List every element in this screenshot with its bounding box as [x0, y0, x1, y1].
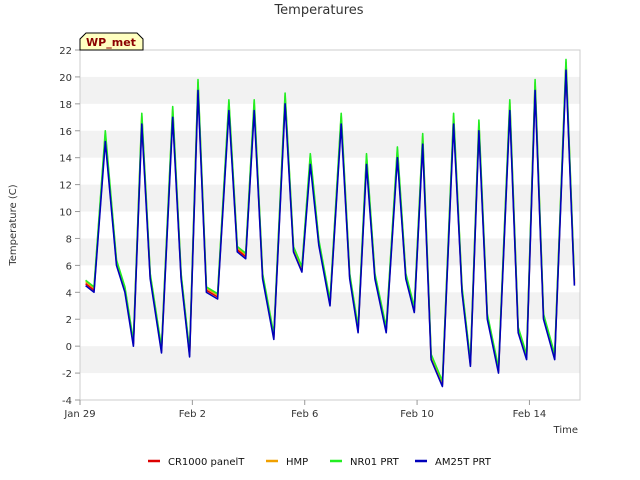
series-line-am25t-prt	[85, 69, 576, 388]
grid-bands	[80, 76, 580, 374]
station-badge-text: WP_met	[86, 36, 136, 49]
legend-label: AM25T PRT	[435, 457, 492, 468]
chart-title: Temperatures	[273, 3, 363, 18]
legend-item: AM25T PRT	[415, 457, 492, 468]
legend-label: NR01 PRT	[350, 457, 400, 468]
y-tick-label: -4	[62, 396, 72, 407]
y-axis-ticks: -4 -2 0 2 4 6 8 10 12 14 16 18 20 22	[59, 46, 80, 407]
y-tick-label: 0	[66, 342, 72, 353]
grid-band	[80, 76, 580, 104]
y-tick-label: 12	[59, 181, 72, 192]
x-tick-label: Feb 6	[291, 409, 318, 420]
y-tick-label: 22	[59, 46, 72, 57]
station-badge-shape	[79, 32, 144, 51]
legend-item: CR1000 panelT	[148, 457, 245, 468]
legend-item: NR01 PRT	[330, 457, 400, 468]
legend: CR1000 panelT HMP NR01 PRT AM25T PRT	[148, 457, 492, 468]
x-tick-label: Feb 2	[179, 409, 206, 420]
y-axis-label: Temperature (C)	[8, 184, 19, 266]
x-tick-label: Jan 29	[63, 409, 95, 420]
legend-item: HMP	[266, 457, 308, 468]
x-tick-label: Feb 14	[513, 409, 547, 420]
y-tick-label: -2	[62, 369, 72, 380]
grid-band	[80, 238, 580, 266]
y-tick-label: 8	[66, 234, 72, 245]
legend-label: HMP	[286, 457, 308, 468]
plot-frame	[79, 49, 581, 401]
grid-band	[80, 184, 580, 212]
y-tick-label: 20	[59, 73, 72, 84]
y-tick-label: 4	[66, 288, 72, 299]
grid-band	[80, 130, 580, 158]
x-tick-label: Feb 10	[400, 409, 434, 420]
y-tick-label: 16	[59, 127, 72, 138]
y-tick-label: 18	[59, 100, 72, 111]
station-badge: WP_met	[79, 32, 144, 51]
y-tick-label: 6	[66, 261, 72, 272]
series-lines	[85, 58, 576, 388]
legend-label: CR1000 panelT	[168, 457, 245, 468]
y-tick-label: 10	[59, 208, 72, 219]
grid-band	[80, 346, 580, 374]
x-axis-label: Time	[553, 425, 578, 436]
y-tick-label: 2	[66, 315, 72, 326]
y-tick-label: 14	[59, 154, 72, 165]
x-axis-ticks: Jan 29 Feb 2 Feb 6 Feb 10 Feb 14	[63, 400, 546, 420]
